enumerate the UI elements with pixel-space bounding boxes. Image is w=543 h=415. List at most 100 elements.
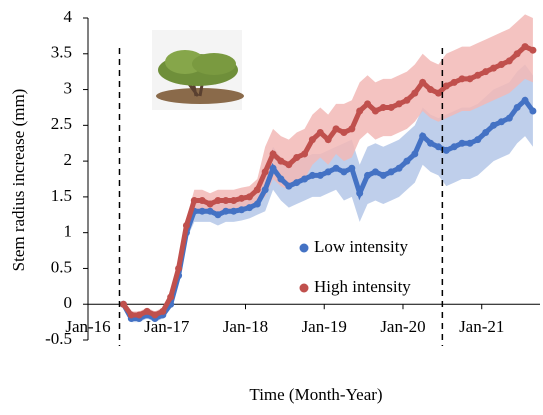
data-point	[308, 136, 316, 144]
data-point	[442, 82, 450, 90]
data-point	[301, 150, 309, 158]
data-point	[135, 311, 143, 319]
x-tick-label: Jan-17	[144, 317, 190, 336]
data-point	[419, 132, 427, 140]
data-point	[285, 161, 293, 169]
data-point	[450, 143, 458, 151]
data-point	[340, 168, 348, 176]
shrub-image	[152, 30, 244, 110]
data-point	[324, 136, 332, 144]
data-point	[222, 196, 230, 204]
data-point	[269, 150, 277, 158]
data-point	[253, 186, 261, 194]
data-point	[356, 189, 364, 197]
y-axis-label: Stem radius increase (mm)	[9, 89, 28, 272]
y-tick-label: 1.5	[51, 186, 72, 205]
data-point	[175, 264, 183, 272]
data-point	[245, 204, 253, 212]
data-point	[505, 57, 513, 65]
data-point	[497, 118, 505, 126]
data-point	[261, 168, 269, 176]
data-point	[427, 86, 435, 94]
data-point	[198, 207, 206, 215]
data-point	[529, 107, 537, 115]
legend-label: Low intensity	[314, 237, 408, 256]
data-point	[348, 164, 356, 172]
y-tick-label: 2	[64, 150, 73, 169]
data-point	[379, 171, 387, 179]
data-point	[371, 168, 379, 176]
data-point	[356, 107, 364, 115]
data-point	[293, 154, 301, 162]
data-point	[316, 128, 324, 136]
data-point	[411, 150, 419, 158]
data-point	[474, 71, 482, 79]
data-point	[458, 139, 466, 147]
data-point	[427, 139, 435, 147]
data-point	[277, 157, 285, 165]
data-point	[521, 96, 529, 104]
y-tick-label: -0.5	[45, 329, 72, 348]
data-point	[371, 107, 379, 115]
x-tick-label: Jan-19	[302, 317, 347, 336]
data-point	[458, 75, 466, 83]
y-tick-label: 3.5	[51, 43, 72, 62]
data-point	[419, 78, 427, 86]
data-point	[466, 75, 474, 83]
y-tick-label: 0.5	[51, 257, 72, 276]
data-point	[466, 139, 474, 147]
data-point	[238, 206, 246, 214]
data-point	[222, 207, 230, 215]
data-point	[513, 103, 521, 111]
x-tick-label: Jan-18	[223, 317, 268, 336]
data-point	[434, 143, 442, 151]
data-point	[245, 193, 253, 201]
data-point	[403, 157, 411, 165]
data-point	[293, 179, 301, 187]
data-point	[403, 96, 411, 104]
data-point	[253, 200, 261, 208]
data-point	[301, 175, 309, 183]
y-tick-label: 2.5	[51, 114, 72, 133]
data-point	[387, 168, 395, 176]
data-point	[285, 182, 293, 190]
data-point	[395, 100, 403, 108]
data-point	[450, 78, 458, 86]
data-point	[198, 196, 206, 204]
y-tick-label: 0	[64, 293, 73, 312]
data-point	[269, 164, 277, 172]
data-point	[340, 128, 348, 136]
data-point	[277, 175, 285, 183]
data-point	[497, 61, 505, 69]
data-point	[324, 168, 332, 176]
legend-marker	[299, 283, 309, 293]
data-point	[434, 89, 442, 97]
y-tick-label: 3	[64, 78, 73, 97]
data-point	[442, 146, 450, 154]
legend-marker	[299, 243, 309, 253]
data-point	[119, 300, 127, 308]
data-point	[348, 125, 356, 133]
data-point	[505, 114, 513, 122]
data-point	[159, 307, 167, 315]
data-point	[332, 125, 340, 133]
data-point	[316, 171, 324, 179]
data-point	[387, 103, 395, 111]
data-point	[230, 207, 238, 215]
data-point	[167, 293, 175, 301]
data-point	[261, 186, 269, 194]
data-point	[364, 100, 372, 108]
x-tick-label: Jan-20	[380, 317, 425, 336]
data-point	[490, 64, 498, 72]
data-point	[395, 164, 403, 172]
data-point	[214, 196, 222, 204]
data-point	[238, 194, 246, 202]
data-point	[332, 164, 340, 172]
data-point	[529, 46, 537, 54]
data-point	[513, 50, 521, 58]
data-point	[482, 68, 490, 76]
data-point	[127, 311, 135, 319]
data-point	[182, 222, 190, 230]
data-point	[521, 43, 529, 51]
